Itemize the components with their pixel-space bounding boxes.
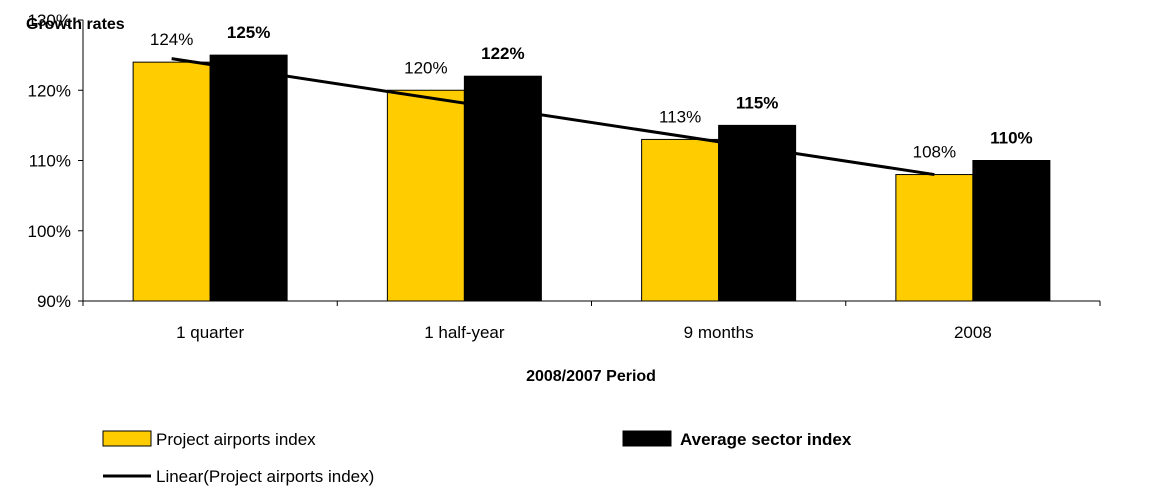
legend-label-trendline: Linear(Project airports index) <box>156 467 374 486</box>
legend-swatch-project-airports <box>102 430 152 447</box>
axes: 90% 100% 110% 120% 130% 1 quarter 1 half-year 9… <box>28 11 1101 342</box>
y-tick-label: 120% <box>28 81 71 100</box>
y-tick-label: 100% <box>28 222 71 241</box>
x-tick-label: 1 half-year <box>424 323 505 342</box>
bar-average-sector <box>718 124 797 302</box>
trendline-layer <box>171 57 935 177</box>
y-tick-label: 130% <box>28 11 71 30</box>
bar-project-airports <box>895 174 974 302</box>
data-label-project-airports: 113% <box>659 107 701 126</box>
trendline <box>171 57 935 177</box>
legend: Project airports index Average sector in… <box>102 430 852 486</box>
bar-project-airports <box>132 61 211 302</box>
data-label-average-sector: 110% <box>990 129 1033 148</box>
bars <box>132 54 1051 302</box>
legend-label-project-airports: Project airports index <box>156 430 316 449</box>
bar-project-airports <box>386 89 465 302</box>
bar-project-airports <box>641 138 720 302</box>
data-label-average-sector: 115% <box>736 93 779 112</box>
data-label-project-airports: 124% <box>150 30 193 49</box>
bar-average-sector <box>209 54 288 302</box>
legend-label-average-sector: Average sector index <box>680 430 852 449</box>
data-label-average-sector: 125% <box>227 23 270 42</box>
y-tick-label: 110% <box>29 152 71 171</box>
x-tick-label: 2008 <box>954 323 992 342</box>
y-axis-title: Growth rates <box>26 16 125 33</box>
data-label-average-sector: 122% <box>481 44 524 63</box>
y-tick-label: 90% <box>37 292 71 311</box>
data-label-project-airports: 120% <box>404 58 447 77</box>
data-label-project-airports: 108% <box>913 143 956 162</box>
legend-swatch-average-sector <box>622 430 672 447</box>
x-axis-title: 2008/2007 Period <box>526 368 656 385</box>
data-labels: 124% 125% 120% 122% 113% 115% 108% 110% <box>150 23 1033 161</box>
x-tick-label: 9 months <box>684 323 754 342</box>
bar-average-sector <box>972 160 1051 302</box>
x-tick-label: 1 quarter <box>176 323 244 342</box>
